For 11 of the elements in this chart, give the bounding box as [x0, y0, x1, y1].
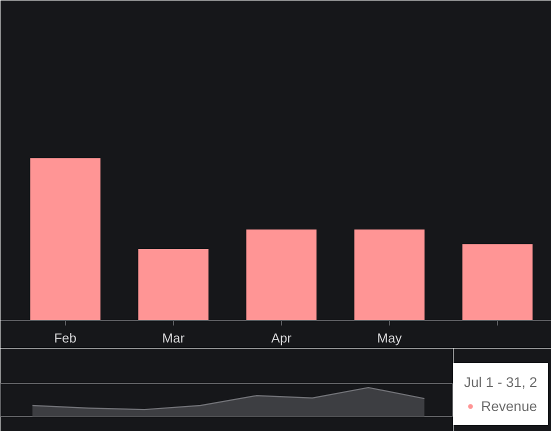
bar: [462, 244, 533, 320]
bar: [30, 158, 100, 320]
legend-title: Jul 1 - 31, 2: [464, 374, 538, 390]
bar: [354, 230, 425, 320]
x-tick-label: May: [377, 330, 402, 346]
legend-label: Revenue: [481, 398, 538, 414]
x-tick-label: Mar: [162, 330, 186, 346]
x-tick-label: Feb: [54, 330, 77, 346]
x-tick-label: Apr: [271, 330, 292, 346]
bar: [246, 230, 317, 320]
bar: [138, 249, 208, 320]
